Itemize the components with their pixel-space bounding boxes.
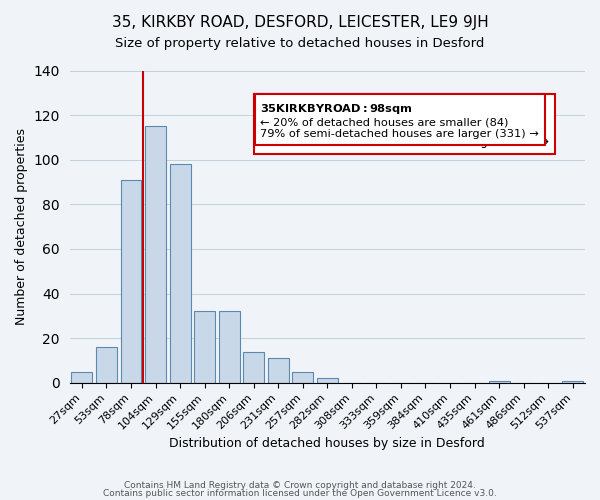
- Text: Contains public sector information licensed under the Open Government Licence v3: Contains public sector information licen…: [103, 488, 497, 498]
- Bar: [562, 380, 583, 382]
- Y-axis label: Number of detached properties: Number of detached properties: [15, 128, 28, 325]
- Text: $\bf{35 KIRKBY ROAD: 98sqm}$
← 20% of detached houses are smaller (84)
79% of se: $\bf{35 KIRKBY ROAD: 98sqm}$ ← 20% of de…: [260, 102, 539, 139]
- Bar: [194, 312, 215, 382]
- Text: Size of property relative to detached houses in Desford: Size of property relative to detached ho…: [115, 38, 485, 51]
- Bar: [170, 164, 191, 382]
- Text: $\bf{35 KIRKBY ROAD: 98sqm}$
← 20% of detached houses are smaller (84)
79% of se: $\bf{35 KIRKBY ROAD: 98sqm}$ ← 20% of de…: [260, 102, 550, 148]
- Bar: [71, 372, 92, 382]
- Text: 35, KIRKBY ROAD, DESFORD, LEICESTER, LE9 9JH: 35, KIRKBY ROAD, DESFORD, LEICESTER, LE9…: [112, 15, 488, 30]
- Text: Contains HM Land Registry data © Crown copyright and database right 2024.: Contains HM Land Registry data © Crown c…: [124, 481, 476, 490]
- Bar: [219, 312, 239, 382]
- Bar: [317, 378, 338, 382]
- X-axis label: Distribution of detached houses by size in Desford: Distribution of detached houses by size …: [169, 437, 485, 450]
- Bar: [292, 372, 313, 382]
- Bar: [268, 358, 289, 382]
- Bar: [243, 352, 264, 382]
- Bar: [145, 126, 166, 382]
- Bar: [96, 347, 117, 382]
- Bar: [121, 180, 142, 382]
- Bar: [488, 380, 509, 382]
